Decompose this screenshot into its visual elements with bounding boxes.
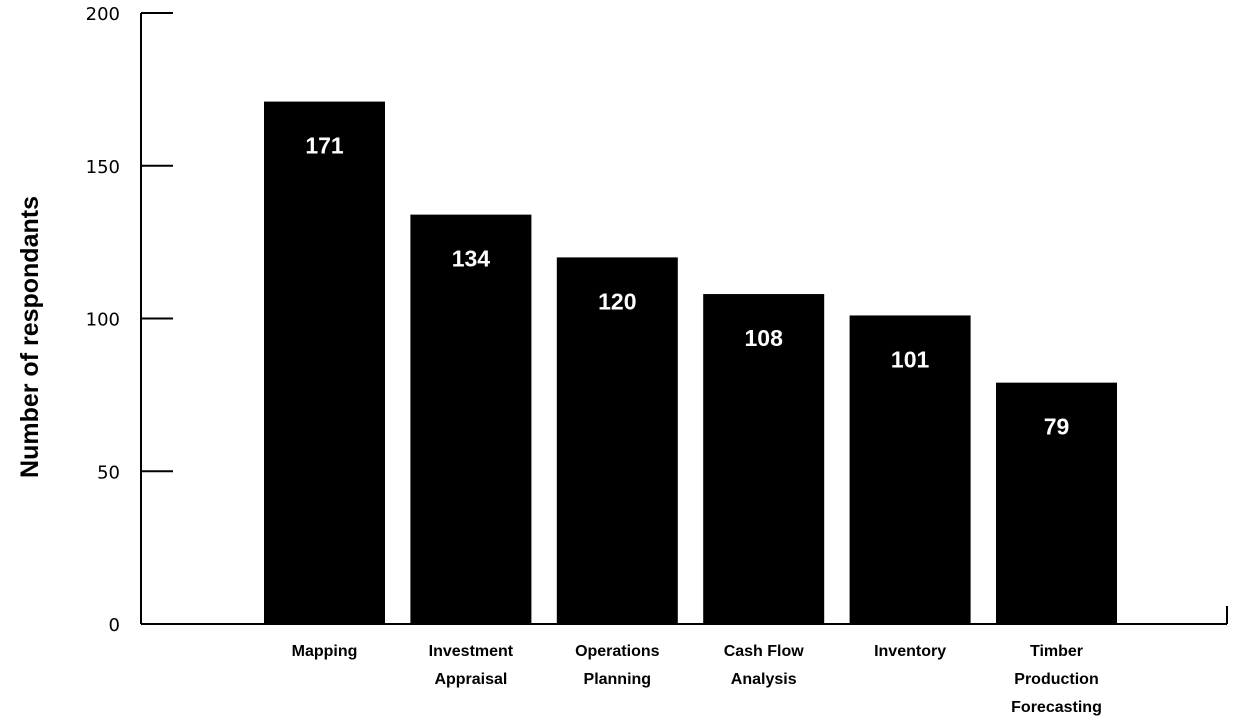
category-label: Planning xyxy=(584,671,652,688)
category-label: Forecasting xyxy=(1011,699,1102,716)
category-label: Cash Flow xyxy=(724,643,805,660)
y-tick-label: 50 xyxy=(97,462,120,483)
bar-value-label: 101 xyxy=(891,346,930,372)
category-label: Appraisal xyxy=(434,671,507,688)
category-label: Production xyxy=(1014,671,1098,688)
y-tick-label: 150 xyxy=(86,157,120,178)
y-tick-label: 200 xyxy=(86,4,120,25)
category-label: Inventory xyxy=(874,643,946,660)
category-label: Analysis xyxy=(731,671,797,688)
y-ticks: 0 50 100 150 200 xyxy=(86,4,173,636)
category-label: Investment xyxy=(429,643,514,660)
bar xyxy=(410,214,532,624)
y-tick-label: 100 xyxy=(86,310,120,331)
bar xyxy=(849,315,971,624)
bar xyxy=(264,101,385,625)
bar-value-label: 134 xyxy=(452,246,491,272)
y-axis-label: Number of respondants xyxy=(16,196,44,478)
bar-value-label: 108 xyxy=(745,325,784,351)
category-labels: Mapping Investment Appraisal Operations Plan… xyxy=(292,643,1102,716)
y-tick-label: 0 xyxy=(109,615,120,636)
category-label: Operations xyxy=(575,643,660,660)
category-label: Mapping xyxy=(292,643,358,660)
bars xyxy=(264,101,1117,625)
bar-value-label: 79 xyxy=(1044,414,1070,440)
bar-value-label: 120 xyxy=(598,288,636,314)
bar-value-label: 171 xyxy=(305,133,344,159)
bar xyxy=(703,294,825,624)
category-label: Timber xyxy=(1030,643,1083,660)
bar xyxy=(556,257,678,624)
value-labels: 171 134 120 108 101 79 xyxy=(305,133,1069,440)
bar xyxy=(996,382,1117,624)
